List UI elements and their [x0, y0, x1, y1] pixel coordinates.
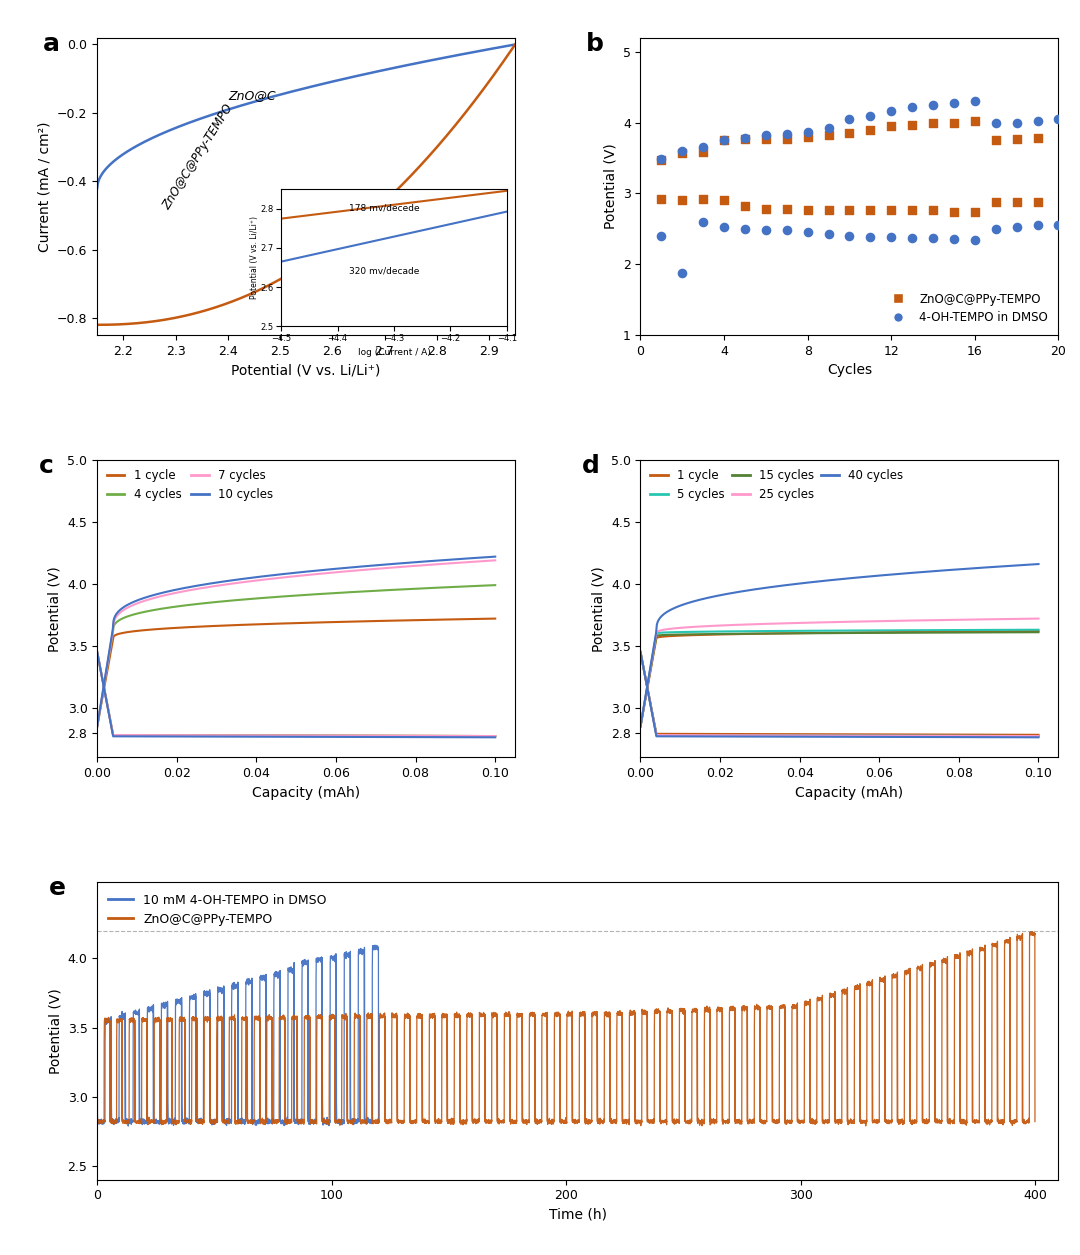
Point	[1008, 217, 1025, 237]
Point	[1029, 192, 1047, 212]
Point	[882, 117, 900, 137]
Point	[904, 228, 921, 248]
Point	[778, 220, 795, 240]
Point	[778, 200, 795, 220]
Point	[737, 196, 754, 216]
Point	[694, 212, 712, 232]
Text: ZnO@C: ZnO@C	[228, 89, 275, 102]
X-axis label: Cycles: Cycles	[827, 364, 872, 378]
Point	[799, 200, 816, 220]
Point	[862, 200, 879, 220]
Point	[652, 151, 670, 171]
Point	[737, 129, 754, 149]
Text: a: a	[43, 31, 59, 55]
Y-axis label: Potential (V): Potential (V)	[591, 566, 605, 651]
Point	[945, 113, 962, 133]
Point	[778, 124, 795, 144]
Point	[799, 222, 816, 242]
Point	[757, 200, 774, 220]
Point	[674, 143, 691, 163]
Point	[1050, 109, 1067, 129]
Point	[841, 226, 859, 246]
Point	[820, 118, 837, 138]
Point	[1029, 112, 1047, 132]
Point	[841, 109, 859, 129]
Point	[967, 112, 984, 132]
Text: ZnO@C@PPy-TEMPO: ZnO@C@PPy-TEMPO	[160, 102, 235, 212]
Point	[924, 113, 942, 133]
Point	[862, 227, 879, 247]
X-axis label: Time (h): Time (h)	[549, 1209, 607, 1222]
Point	[652, 149, 670, 169]
Point	[987, 131, 1004, 151]
Point	[674, 141, 691, 161]
Point	[778, 129, 795, 149]
Point	[694, 190, 712, 210]
X-axis label: Capacity (mAh): Capacity (mAh)	[252, 786, 361, 799]
Point	[1008, 129, 1025, 149]
Y-axis label: Current (mA / cm²): Current (mA / cm²)	[38, 120, 52, 251]
Point	[904, 97, 921, 117]
Point	[694, 142, 712, 162]
Point	[987, 192, 1004, 212]
Point	[945, 230, 962, 250]
Point	[715, 217, 732, 237]
Y-axis label: Potential (V): Potential (V)	[604, 143, 617, 230]
Point	[820, 200, 837, 220]
Point	[924, 95, 942, 115]
Point	[945, 93, 962, 113]
Point	[715, 190, 732, 210]
Point	[674, 264, 691, 284]
Point	[904, 114, 921, 134]
Text: e: e	[50, 876, 66, 900]
Y-axis label: Potential (V): Potential (V)	[48, 988, 62, 1074]
X-axis label: Potential (V vs. Li/Li⁺): Potential (V vs. Li/Li⁺)	[231, 364, 381, 378]
Point	[924, 201, 942, 221]
Point	[820, 223, 837, 243]
Text: b: b	[586, 31, 604, 55]
Point	[799, 127, 816, 147]
Text: d: d	[582, 454, 599, 478]
Text: c: c	[39, 454, 54, 478]
Point	[737, 128, 754, 148]
Point	[820, 126, 837, 146]
Point	[694, 137, 712, 157]
Point	[882, 227, 900, 247]
Legend: ZnO@C@PPy-TEMPO, 4-OH-TEMPO in DMSO: ZnO@C@PPy-TEMPO, 4-OH-TEMPO in DMSO	[881, 287, 1053, 329]
Point	[862, 105, 879, 126]
Point	[1008, 113, 1025, 133]
Point	[862, 119, 879, 139]
Point	[967, 230, 984, 250]
Point	[652, 226, 670, 246]
Point	[757, 126, 774, 146]
Point	[674, 190, 691, 210]
Point	[904, 201, 921, 221]
Point	[924, 228, 942, 248]
Point	[945, 202, 962, 222]
Point	[1029, 216, 1047, 236]
Point	[882, 100, 900, 120]
Point	[841, 200, 859, 220]
Point	[715, 131, 732, 151]
Legend: 1 cycle, 5 cycles, 15 cycles, 25 cycles, 40 cycles: 1 cycle, 5 cycles, 15 cycles, 25 cycles,…	[647, 466, 907, 505]
Point	[757, 129, 774, 149]
Point	[715, 131, 732, 151]
Point	[1050, 215, 1067, 235]
X-axis label: Capacity (mAh): Capacity (mAh)	[795, 786, 904, 799]
Point	[841, 123, 859, 143]
Point	[1008, 192, 1025, 212]
Legend: 1 cycle, 4 cycles, 7 cycles, 10 cycles: 1 cycle, 4 cycles, 7 cycles, 10 cycles	[103, 466, 276, 505]
Point	[987, 218, 1004, 238]
Point	[987, 113, 1004, 133]
Point	[1029, 128, 1047, 148]
Point	[967, 202, 984, 222]
Y-axis label: Potential (V): Potential (V)	[48, 566, 62, 651]
Legend: 10 mM 4-OH-TEMPO in DMSO, ZnO@C@PPy-TEMPO: 10 mM 4-OH-TEMPO in DMSO, ZnO@C@PPy-TEMP…	[104, 889, 332, 931]
Point	[882, 201, 900, 221]
Point	[757, 220, 774, 240]
Point	[967, 92, 984, 112]
Point	[799, 122, 816, 142]
Point	[652, 190, 670, 210]
Point	[737, 218, 754, 238]
